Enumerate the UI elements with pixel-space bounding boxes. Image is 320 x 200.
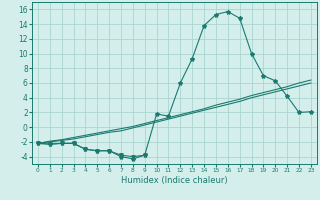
X-axis label: Humidex (Indice chaleur): Humidex (Indice chaleur) (121, 176, 228, 185)
